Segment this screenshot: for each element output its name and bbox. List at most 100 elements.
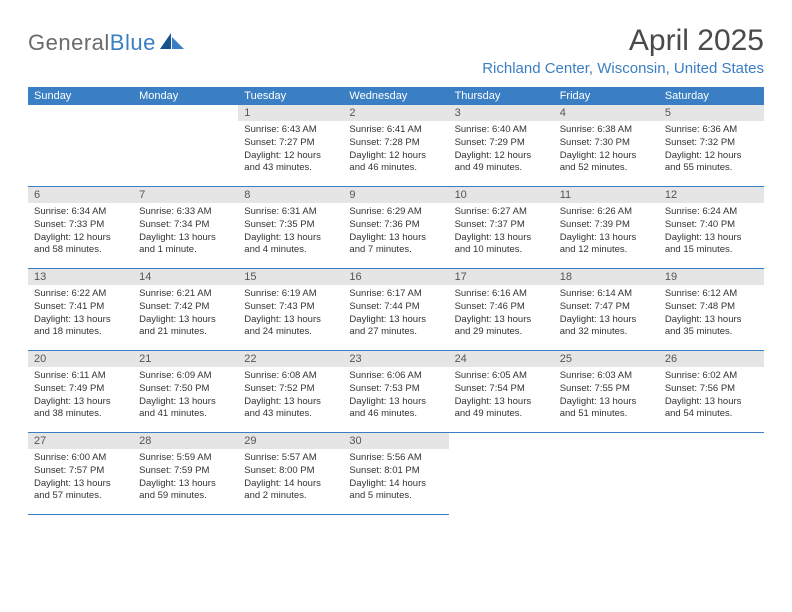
daylight-line: Daylight: 13 hours and 41 minutes. — [139, 396, 232, 422]
day-cell: 30Sunrise: 5:56 AMSunset: 8:01 PMDayligh… — [343, 433, 448, 515]
day-body: Sunrise: 6:14 AMSunset: 7:47 PMDaylight:… — [554, 285, 659, 350]
sunset-line: Sunset: 7:42 PM — [139, 301, 232, 314]
sunset-line: Sunset: 7:41 PM — [34, 301, 127, 314]
daylight-line: Daylight: 12 hours and 49 minutes. — [455, 150, 548, 176]
day-body: Sunrise: 6:06 AMSunset: 7:53 PMDaylight:… — [343, 367, 448, 432]
sunrise-line: Sunrise: 6:16 AM — [455, 288, 548, 301]
day-cell: 24Sunrise: 6:05 AMSunset: 7:54 PMDayligh… — [449, 351, 554, 433]
sunrise-line: Sunrise: 6:29 AM — [349, 206, 442, 219]
daylight-line: Daylight: 13 hours and 10 minutes. — [455, 232, 548, 258]
sunset-line: Sunset: 7:56 PM — [665, 383, 758, 396]
day-number: 15 — [238, 269, 343, 285]
sunset-line: Sunset: 7:33 PM — [34, 219, 127, 232]
daylight-line: Daylight: 14 hours and 5 minutes. — [349, 478, 442, 504]
daylight-line: Daylight: 13 hours and 57 minutes. — [34, 478, 127, 504]
location: Richland Center, Wisconsin, United State… — [482, 60, 764, 77]
day-number: 23 — [343, 351, 448, 367]
daylight-line: Daylight: 13 hours and 29 minutes. — [455, 314, 548, 340]
day-cell: 10Sunrise: 6:27 AMSunset: 7:37 PMDayligh… — [449, 187, 554, 269]
day-body: Sunrise: 6:21 AMSunset: 7:42 PMDaylight:… — [133, 285, 238, 350]
sunset-line: Sunset: 7:36 PM — [349, 219, 442, 232]
daylight-line: Daylight: 13 hours and 35 minutes. — [665, 314, 758, 340]
sunrise-line: Sunrise: 6:34 AM — [34, 206, 127, 219]
sunset-line: Sunset: 7:46 PM — [455, 301, 548, 314]
day-cell: 16Sunrise: 6:17 AMSunset: 7:44 PMDayligh… — [343, 269, 448, 351]
month-title: April 2025 — [482, 24, 764, 58]
sunset-line: Sunset: 7:55 PM — [560, 383, 653, 396]
daylight-line: Daylight: 13 hours and 18 minutes. — [34, 314, 127, 340]
day-number: 4 — [554, 105, 659, 121]
day-cell: 13Sunrise: 6:22 AMSunset: 7:41 PMDayligh… — [28, 269, 133, 351]
empty-cell — [28, 105, 133, 187]
day-body: Sunrise: 6:43 AMSunset: 7:27 PMDaylight:… — [238, 121, 343, 186]
calendar: SundayMondayTuesdayWednesdayThursdayFrid… — [28, 87, 764, 515]
sunrise-line: Sunrise: 6:19 AM — [244, 288, 337, 301]
sunset-line: Sunset: 7:27 PM — [244, 137, 337, 150]
sunrise-line: Sunrise: 6:06 AM — [349, 370, 442, 383]
daylight-line: Daylight: 13 hours and 24 minutes. — [244, 314, 337, 340]
day-number: 2 — [343, 105, 448, 121]
day-cell: 11 Sunrise: 6:26 AMSunset: 7:39 PMDayligh… — [554, 187, 659, 269]
day-body: Sunrise: 5:56 AMSunset: 8:01 PMDaylight:… — [343, 449, 448, 514]
day-number: 27 — [28, 433, 133, 449]
day-number: 8 — [238, 187, 343, 203]
sunrise-line: Sunrise: 6:31 AM — [244, 206, 337, 219]
weekday-header: Friday — [554, 87, 659, 105]
daylight-line: Daylight: 13 hours and 32 minutes. — [560, 314, 653, 340]
day-cell: 1Sunrise: 6:43 AMSunset: 7:27 PMDaylight… — [238, 105, 343, 187]
sunrise-line: Sunrise: 6:00 AM — [34, 452, 127, 465]
empty-cell — [659, 433, 764, 515]
sunset-line: Sunset: 7:44 PM — [349, 301, 442, 314]
brand-name-blue: Blue — [110, 30, 156, 55]
sunrise-line: Sunrise: 5:59 AM — [139, 452, 232, 465]
sunrise-line: Sunrise: 5:56 AM — [349, 452, 442, 465]
day-body: Sunrise: 6:41 AMSunset: 7:28 PMDaylight:… — [343, 121, 448, 186]
day-number: 28 — [133, 433, 238, 449]
sunrise-line: Sunrise: 6:40 AM — [455, 124, 548, 137]
day-cell: 25Sunrise: 6:03 AMSunset: 7:55 PMDayligh… — [554, 351, 659, 433]
sunset-line: Sunset: 7:39 PM — [560, 219, 653, 232]
sunset-line: Sunset: 7:28 PM — [349, 137, 442, 150]
day-cell: 7Sunrise: 6:33 AMSunset: 7:34 PMDaylight… — [133, 187, 238, 269]
daylight-line: Daylight: 12 hours and 55 minutes. — [665, 150, 758, 176]
weekday-header: Wednesday — [343, 87, 448, 105]
day-body: Sunrise: 6:34 AMSunset: 7:33 PMDaylight:… — [28, 203, 133, 268]
daylight-line: Daylight: 13 hours and 27 minutes. — [349, 314, 442, 340]
day-cell: 12Sunrise: 6:24 AMSunset: 7:40 PMDayligh… — [659, 187, 764, 269]
day-body: Sunrise: 6:02 AMSunset: 7:56 PMDaylight:… — [659, 367, 764, 432]
sunrise-line: Sunrise: 6:11 AM — [34, 370, 127, 383]
day-number: 19 — [659, 269, 764, 285]
day-cell: 26Sunrise: 6:02 AMSunset: 7:56 PMDayligh… — [659, 351, 764, 433]
day-number: 29 — [238, 433, 343, 449]
sunrise-line: Sunrise: 6:27 AM — [455, 206, 548, 219]
day-number: 14 — [133, 269, 238, 285]
sunset-line: Sunset: 7:34 PM — [139, 219, 232, 232]
sunrise-line: Sunrise: 6:05 AM — [455, 370, 548, 383]
day-body: Sunrise: 5:57 AMSunset: 8:00 PMDaylight:… — [238, 449, 343, 514]
daylight-line: Daylight: 13 hours and 46 minutes. — [349, 396, 442, 422]
day-body: Sunrise: 5:59 AMSunset: 7:59 PMDaylight:… — [133, 449, 238, 514]
sunrise-line: Sunrise: 6:26 AM — [560, 206, 653, 219]
day-body: Sunrise: 6:09 AMSunset: 7:50 PMDaylight:… — [133, 367, 238, 432]
sunrise-line: Sunrise: 6:41 AM — [349, 124, 442, 137]
daylight-line: Daylight: 13 hours and 54 minutes. — [665, 396, 758, 422]
daylight-line: Daylight: 13 hours and 38 minutes. — [34, 396, 127, 422]
day-number: 13 — [28, 269, 133, 285]
sunset-line: Sunset: 7:35 PM — [244, 219, 337, 232]
day-number: 9 — [343, 187, 448, 203]
daylight-line: Daylight: 13 hours and 21 minutes. — [139, 314, 232, 340]
day-body: Sunrise: 6:12 AMSunset: 7:48 PMDaylight:… — [659, 285, 764, 350]
sunset-line: Sunset: 7:48 PM — [665, 301, 758, 314]
sunrise-line: Sunrise: 6:12 AM — [665, 288, 758, 301]
sunset-line: Sunset: 7:32 PM — [665, 137, 758, 150]
daylight-line: Daylight: 12 hours and 46 minutes. — [349, 150, 442, 176]
day-body: Sunrise: 6:27 AMSunset: 7:37 PMDaylight:… — [449, 203, 554, 268]
day-number: 11 — [554, 187, 659, 203]
sunrise-line: Sunrise: 6:33 AM — [139, 206, 232, 219]
day-number: 22 — [238, 351, 343, 367]
header: GeneralBlue April 2025 Richland Center, … — [28, 24, 764, 77]
weekday-header: Saturday — [659, 87, 764, 105]
day-body: Sunrise: 6:16 AMSunset: 7:46 PMDaylight:… — [449, 285, 554, 350]
day-body: Sunrise: 6:31 AMSunset: 7:35 PMDaylight:… — [238, 203, 343, 268]
daylight-line: Daylight: 13 hours and 12 minutes. — [560, 232, 653, 258]
